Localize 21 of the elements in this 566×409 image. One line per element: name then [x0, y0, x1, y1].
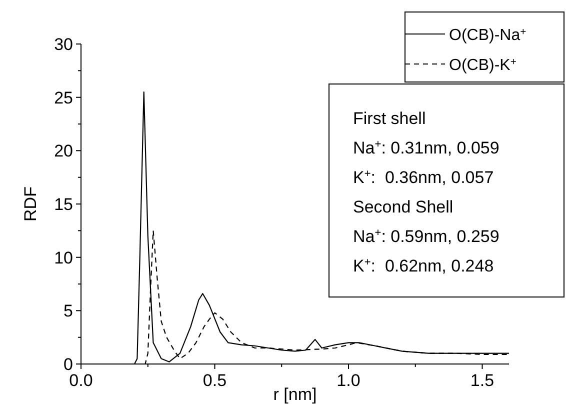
- x-axis-title: r [nm]: [273, 385, 317, 404]
- y-tick-label: 5: [64, 302, 73, 321]
- y-tick-label: 20: [54, 142, 73, 161]
- y-axis-title: RDF: [21, 186, 40, 222]
- y-tick-label: 25: [54, 88, 73, 108]
- x-tick-label: 1.0: [336, 371, 360, 390]
- annotation: K$^{+}$: 0.36nm, 0.057: [353, 168, 494, 187]
- annotation: K$^{+}$: 0.62nm, 0.248: [353, 256, 494, 276]
- y-tick-label: 10: [54, 248, 73, 268]
- y-tick-label: 30: [54, 35, 73, 54]
- annotation: Second Shell: [353, 198, 454, 216]
- annotation: Na$^{+}$: 0.59nm, 0.259: [353, 227, 500, 246]
- legend-label: O(CB)-K$^{+}$: [449, 56, 516, 74]
- x-tick-label: 0.0: [69, 371, 93, 390]
- x-tick-label: 1.5: [470, 371, 494, 390]
- legend-label: O(CB)-Na$^{+}$: [449, 26, 526, 44]
- annotation: Na$^{+}$: 0.31nm, 0.059: [353, 138, 500, 158]
- x-tick-label: 0.5: [202, 371, 227, 390]
- y-tick-label: 15: [54, 195, 73, 214]
- y-tick-label: 0: [64, 355, 73, 374]
- annotation: First shell: [353, 109, 426, 128]
